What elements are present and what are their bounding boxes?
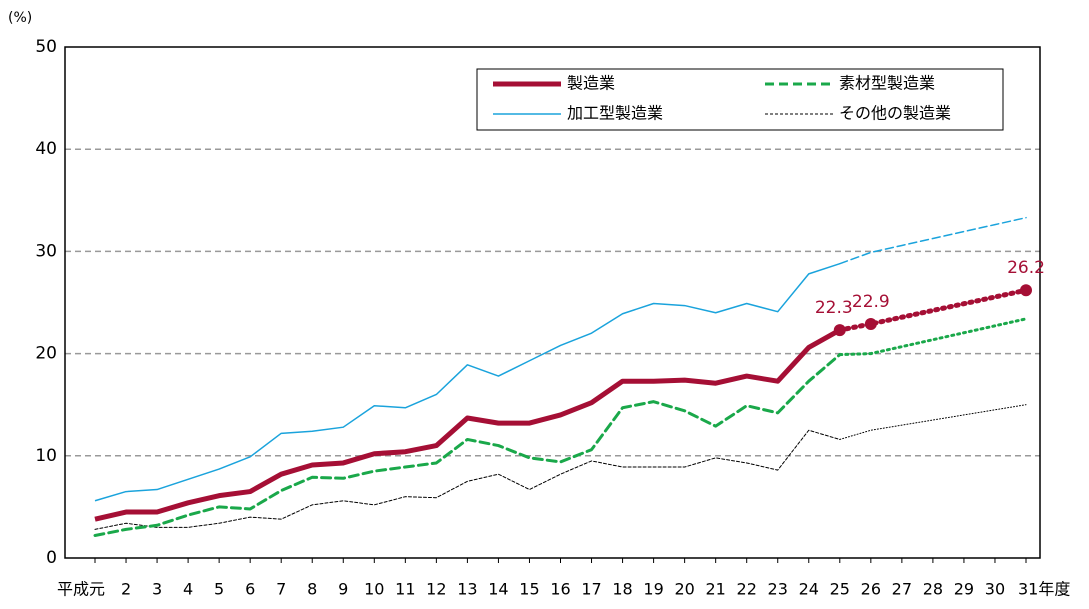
x-tick-label: 14 [488,580,508,599]
x-tick-label: 31年度 [1018,580,1070,599]
legend-box [476,68,1004,131]
x-tick-label: 4 [183,580,193,599]
data-point [864,317,877,330]
series-line [94,327,842,522]
legend-label: 加工型製造業 [567,104,663,123]
series-line [94,262,841,502]
x-tick-label: 16 [550,580,570,599]
x-tick-label: 平成元 [57,580,105,599]
data-point [833,324,846,337]
x-tick-label: 9 [338,580,348,599]
x-tick-label: 26 [861,580,881,599]
x-tick-label: 25 [830,580,850,599]
plot-frame [64,46,1041,559]
x-tick-label: 15 [519,580,539,599]
x-tick-label: 29 [954,580,974,599]
x-tick-label: 3 [152,580,162,599]
x-tick-label: 18 [612,580,632,599]
y-tick-label: 10 [35,446,57,466]
legend-label: その他の製造業 [839,104,951,123]
data-point [1020,284,1032,297]
y-tick-label: 0 [46,548,57,568]
y-tick-label: 20 [35,344,57,364]
data-label: 22.3 [815,298,853,318]
x-tick-label: 5 [214,580,224,599]
legend-label: 製造業 [567,74,615,93]
forecast-line [838,317,1028,357]
x-tick-label: 10 [364,580,384,599]
data-label: 26.2 [1007,258,1045,278]
x-tick-label: 7 [276,580,286,599]
x-tick-label: 8 [307,580,317,599]
x-tick-label: 30 [985,580,1005,599]
x-tick-label: 21 [705,580,725,599]
series-line [94,429,841,530]
x-tick-label: 24 [799,580,819,599]
x-tick-label: 28 [923,580,943,599]
forecast-line [839,216,1027,265]
forecast-line [839,404,1027,440]
x-tick-label: 19 [643,580,663,599]
y-axis-label: (%) [8,10,32,26]
x-tick-label: 23 [768,580,788,599]
y-tick-label: 50 [35,37,57,57]
x-tick-label: 13 [457,580,477,599]
y-tick-label: 30 [35,241,57,261]
x-tick-label: 11 [395,580,415,599]
data-label: 22.9 [852,292,890,312]
y-tick-label: 40 [35,139,57,159]
x-tick-label: 22 [737,580,757,599]
x-tick-label: 2 [121,580,131,599]
legend-label: 素材型製造業 [839,74,935,93]
x-tick-label: 17 [581,580,601,599]
x-tick-label: 12 [426,580,446,599]
series-line [93,353,842,538]
x-tick-label: 6 [245,580,255,599]
x-tick-label: 20 [674,580,694,599]
x-tick-label: 27 [892,580,912,599]
